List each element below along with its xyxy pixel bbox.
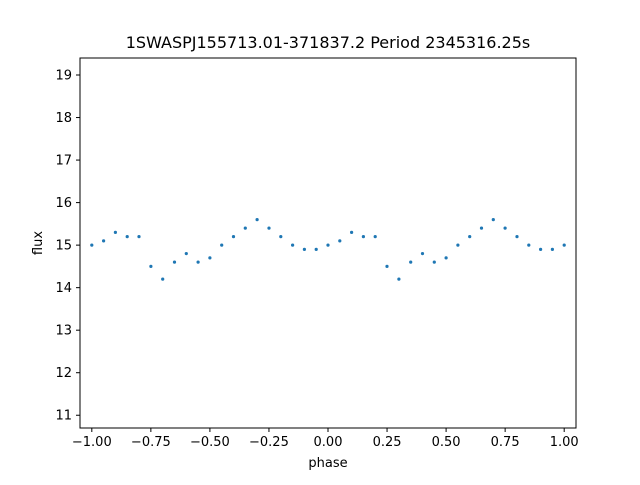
data-point: [161, 277, 165, 281]
data-point: [527, 243, 531, 247]
x-tick-label: 0.50: [432, 435, 461, 450]
x-ticks: −1.00 −0.75 −0.50 −0.25 0.00 0.25 0.50 0.75 1.00: [72, 428, 579, 450]
data-point: [90, 243, 94, 247]
data-point: [338, 239, 342, 243]
y-tick-label: 13: [55, 324, 72, 339]
data-point: [243, 226, 247, 230]
x-tick-label: −0.25: [249, 435, 289, 450]
data-point: [479, 226, 484, 230]
data-point: [373, 235, 377, 239]
data-point: [491, 218, 495, 222]
x-tick-label: 0.75: [491, 435, 520, 450]
data-point: [539, 247, 543, 251]
x-tick-label: −0.50: [190, 435, 230, 450]
data-point: [184, 252, 188, 256]
data-point: [267, 226, 271, 230]
data-point: [137, 235, 141, 239]
data-point: [291, 243, 295, 247]
data-point: [113, 230, 117, 234]
data-point: [432, 260, 436, 264]
data-point: [196, 260, 200, 264]
data-point: [125, 235, 129, 239]
y-tick-label: 12: [55, 366, 72, 381]
x-tick-label: −0.75: [131, 435, 171, 450]
x-axis-label: phase: [308, 456, 347, 471]
data-point: [562, 243, 566, 247]
data-point: [255, 218, 259, 222]
data-point: [172, 260, 177, 264]
y-tick-label: 14: [55, 281, 72, 296]
data-point: [208, 256, 212, 260]
y-tick-label: 16: [55, 196, 72, 211]
data-point: [149, 264, 153, 268]
x-tick-label: 1.00: [550, 435, 579, 450]
data-point: [456, 243, 460, 247]
data-point: [385, 264, 389, 268]
data-point: [515, 235, 519, 239]
data-point: [102, 239, 106, 243]
data-point: [361, 235, 365, 239]
y-ticks: 11 12 13 14 15 16 17 18 19: [55, 69, 80, 424]
x-tick-label: −1.00: [72, 435, 112, 450]
x-tick-label: 0.00: [314, 435, 343, 450]
data-point: [550, 247, 555, 251]
data-point: [444, 256, 448, 260]
data-point: [409, 260, 413, 264]
data-point: [420, 252, 425, 256]
data-points: [90, 218, 566, 281]
y-axis-label: flux: [31, 231, 46, 255]
data-point: [302, 247, 306, 251]
data-point: [231, 235, 236, 239]
y-tick-label: 18: [55, 111, 72, 126]
data-point: [350, 230, 354, 234]
data-point: [397, 277, 401, 281]
data-point: [220, 243, 224, 247]
data-point: [314, 247, 318, 251]
data-point: [468, 235, 472, 239]
chart-title: 1SWASPJ155713.01-371837.2 Period 2345316…: [126, 33, 531, 52]
data-point: [503, 226, 507, 230]
y-tick-label: 19: [55, 69, 72, 84]
data-point: [326, 243, 330, 247]
y-tick-label: 11: [55, 409, 72, 424]
x-tick-label: 0.25: [373, 435, 402, 450]
y-tick-label: 17: [55, 154, 72, 169]
data-point: [279, 235, 283, 239]
y-tick-label: 15: [55, 239, 72, 254]
